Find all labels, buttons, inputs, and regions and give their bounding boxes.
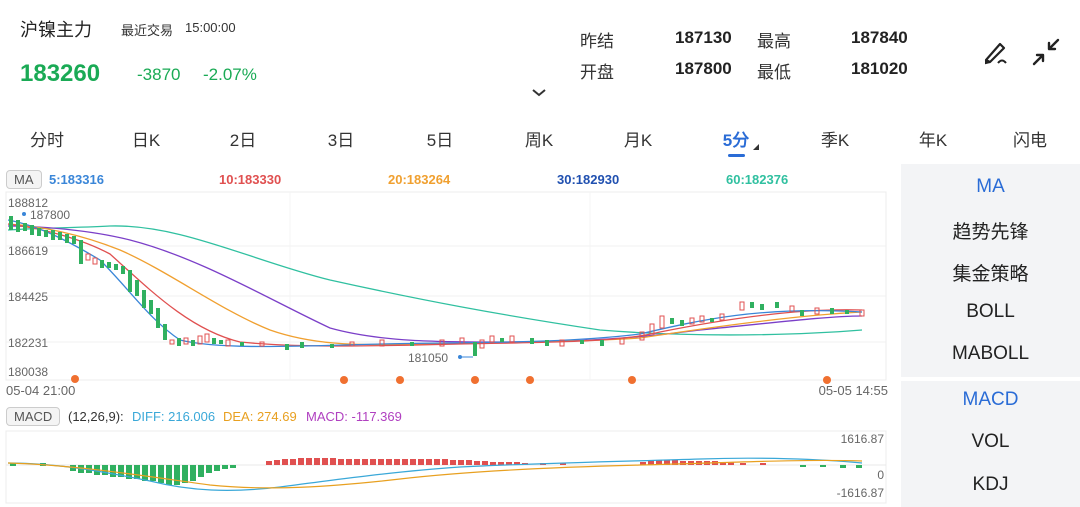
period-tabs: 分时 日K 2日 3日 5日 周K 月K 5分 季K 年K 闪电 bbox=[0, 118, 1080, 158]
candlesticks bbox=[9, 216, 865, 356]
prev-settle-value: 187130 bbox=[675, 28, 732, 47]
ma10-value: 10:183330 bbox=[219, 172, 282, 187]
ma-legend: MA 5:183316 10:183330 20:183264 30:18293… bbox=[0, 168, 900, 190]
y-label-bottom: 180038 bbox=[8, 365, 48, 379]
y-label-upper: 186619 bbox=[8, 244, 48, 258]
price-change-percent: -2.07% bbox=[203, 65, 257, 84]
indicator-macd[interactable]: MACD bbox=[962, 389, 1019, 410]
low-label: 最低 bbox=[757, 63, 791, 82]
ma10-line bbox=[7, 223, 863, 347]
macd-macd-value: MACD: -117.369 bbox=[306, 409, 402, 424]
ma60-value: 60:182376 bbox=[726, 172, 789, 187]
tab-monthly-k[interactable]: 月K bbox=[623, 131, 653, 150]
last-trade-label: 最近交易 bbox=[121, 23, 174, 38]
signal-dot[interactable] bbox=[71, 375, 79, 383]
ma-badge[interactable]: MA bbox=[6, 170, 42, 189]
signal-dot[interactable] bbox=[396, 376, 404, 384]
macd-diff-line bbox=[7, 457, 863, 491]
quote-header: 沪镍主力 最近交易 15:00:00 183260 -3870 -2.07% 昨… bbox=[0, 0, 1080, 110]
indicator-trend-pioneer[interactable]: 趋势先锋 bbox=[952, 222, 1029, 243]
signal-dot[interactable] bbox=[628, 376, 636, 384]
x-label-start: 05-04 21:00 bbox=[6, 383, 75, 398]
indicator-kdj[interactable]: KDJ bbox=[972, 474, 1009, 495]
macd-chart[interactable]: 1616.87 0 -1616.87 bbox=[0, 429, 900, 507]
high-marker-dot bbox=[22, 212, 26, 216]
signal-dot[interactable] bbox=[823, 376, 831, 384]
open-value: 187800 bbox=[675, 59, 732, 78]
indicator-vol[interactable]: VOL bbox=[971, 431, 1010, 452]
macd-diff-value: DIFF: 216.006 bbox=[132, 409, 216, 424]
high-marker-label: 187800 bbox=[30, 208, 70, 222]
indicator-side-panel: MA 趋势先锋 集金策略 BOLL MABOLL MACD VOL KDJ bbox=[901, 164, 1080, 507]
high-value: 187840 bbox=[851, 28, 908, 47]
prev-settle-label: 昨结 bbox=[580, 32, 614, 51]
ma60-line bbox=[7, 225, 863, 336]
indicator-boll[interactable]: BOLL bbox=[966, 301, 1015, 322]
tab-yearly-k[interactable]: 年K bbox=[918, 131, 948, 150]
macd-y-zero: 0 bbox=[877, 468, 884, 482]
chevron-down-icon[interactable] bbox=[531, 88, 547, 98]
macd-y-bottom: -1616.87 bbox=[837, 486, 885, 500]
ma5-value: 5:183316 bbox=[49, 172, 104, 187]
low-marker-dot bbox=[458, 355, 462, 359]
low-value: 181020 bbox=[851, 59, 908, 78]
signal-dot[interactable] bbox=[471, 376, 479, 384]
tab-2-day[interactable]: 2日 bbox=[229, 131, 257, 150]
draw-icon[interactable] bbox=[980, 36, 1012, 68]
macd-dea-value: DEA: 274.69 bbox=[223, 409, 297, 424]
last-price: 183260 bbox=[20, 60, 101, 87]
macd-params: (12,26,9): bbox=[68, 409, 124, 424]
x-label-end: 05-05 14:55 bbox=[819, 383, 888, 398]
signal-dot[interactable] bbox=[340, 376, 348, 384]
indicator-ma[interactable]: MA bbox=[976, 176, 1005, 197]
macd-legend: MACD (12,26,9): DIFF: 216.006 DEA: 274.6… bbox=[0, 407, 900, 429]
side-panel-divider bbox=[901, 377, 1080, 381]
tab-flash[interactable]: 闪电 bbox=[1013, 131, 1047, 150]
low-marker-label: 181050 bbox=[408, 351, 448, 365]
y-label-mid: 184425 bbox=[8, 290, 48, 304]
symbol-name: 沪镍主力 bbox=[20, 20, 92, 40]
kline-chart[interactable]: 188812 186619 184425 182231 180038 18780… bbox=[0, 190, 900, 405]
tab-timeshare[interactable]: 分时 bbox=[30, 131, 64, 150]
indicator-maboll[interactable]: MABOLL bbox=[951, 343, 1030, 364]
tab-5-minute[interactable]: 5分 bbox=[722, 131, 750, 150]
y-label-lower: 182231 bbox=[8, 336, 48, 350]
macd-frame bbox=[5, 430, 887, 504]
tab-weekly-k[interactable]: 周K bbox=[524, 131, 554, 150]
chart-frame bbox=[5, 191, 887, 381]
ma20-value: 20:183264 bbox=[388, 172, 451, 187]
indicator-jijin-strategy[interactable]: 集金策略 bbox=[952, 264, 1029, 285]
y-label-top: 188812 bbox=[8, 196, 48, 210]
tab-5-day[interactable]: 5日 bbox=[426, 131, 454, 150]
period-menu-corner-icon[interactable] bbox=[753, 144, 759, 150]
collapse-arrows-icon[interactable] bbox=[1030, 36, 1062, 68]
last-trade-time: 15:00:00 bbox=[185, 20, 236, 35]
macd-badge[interactable]: MACD bbox=[6, 407, 61, 426]
tab-daily-k[interactable]: 日K bbox=[131, 131, 161, 150]
ma30-line bbox=[7, 225, 863, 343]
tab-3-day[interactable]: 3日 bbox=[327, 131, 355, 150]
price-change: -3870 bbox=[137, 65, 181, 84]
open-label: 开盘 bbox=[580, 63, 614, 82]
signal-dot[interactable] bbox=[526, 376, 534, 384]
macd-y-top: 1616.87 bbox=[841, 432, 885, 446]
high-label: 最高 bbox=[757, 32, 791, 51]
ma30-value: 30:182930 bbox=[557, 172, 620, 187]
macd-dea-line bbox=[7, 459, 863, 489]
tab-quarterly-k[interactable]: 季K bbox=[820, 131, 850, 150]
active-tab-indicator bbox=[728, 154, 745, 157]
